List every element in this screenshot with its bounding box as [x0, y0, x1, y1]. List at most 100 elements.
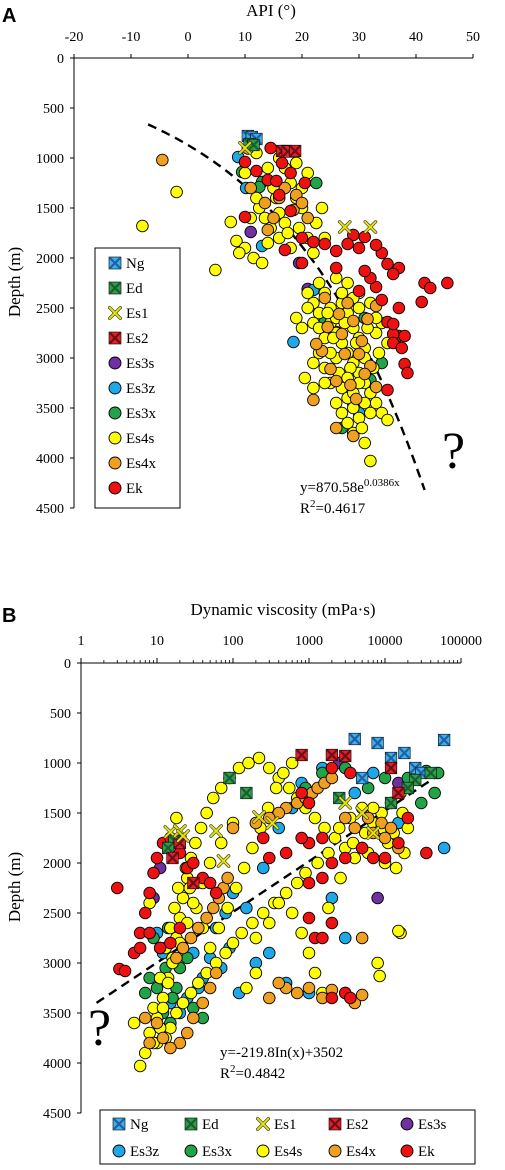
panel-b-point-es2 — [384, 761, 398, 775]
panel-a-point-es4s — [372, 346, 386, 360]
panel-b-x-axis-title: Dynamic viscosity (mPa·s) — [190, 600, 375, 619]
panel-b-question-mark: ? — [88, 1000, 111, 1057]
panel-b-point-ek — [295, 831, 308, 845]
panel-a-legend-marker-es4s — [108, 431, 122, 445]
panel-b-point-es4s — [192, 976, 205, 990]
panel-a-legend-entry: Es4s — [108, 431, 155, 447]
panel-b-y-tick-label: 0 — [64, 657, 71, 672]
panel-b-legend-entry: Es4s — [256, 1144, 303, 1160]
panel-b-legend-entry: Ed — [184, 1117, 219, 1133]
panel-b-point-ek — [153, 941, 167, 955]
panel-b-y-tick-label: 4500 — [43, 1107, 71, 1122]
panel-a-point-es4s — [335, 286, 349, 300]
panel-a-point-es4s — [341, 416, 354, 430]
panel-a-point-es4s — [136, 219, 149, 233]
panel-b-legend-label: Ed — [202, 1117, 219, 1133]
panel-b-legend-label: Es3s — [418, 1117, 447, 1133]
panel-b-point-es4s — [334, 871, 347, 885]
panel-b-fit-equation: y=-219.8In(x)+3502 — [220, 1045, 343, 1061]
panel-b-data-points — [111, 732, 451, 1073]
panel-b-point-es4x — [302, 981, 316, 995]
panel-b-point-es4x — [272, 976, 286, 990]
panel-b-point-es4s — [283, 781, 296, 795]
panel-b-point-ek — [118, 964, 132, 978]
panel-b-point-es4s — [189, 836, 202, 850]
panel-b-legend: Ng Ed Es1 Es2 Es3s Es3z Es3x Es4s Es4x Ek — [99, 1109, 476, 1165]
panel-a-legend-entry: Es3z — [108, 381, 156, 397]
panel-a-point-es3s — [244, 225, 257, 239]
panel-a-point-es4s — [255, 256, 269, 270]
panel-a-legend-label: Ek — [126, 481, 143, 497]
panel-a-point-ek — [329, 261, 343, 275]
panel-a-x-tick-labels: -20 -10 0 10 20 30 40 50 — [65, 30, 480, 45]
panel-b-point-es4s — [200, 806, 213, 820]
panel-a-point-ek — [441, 276, 454, 290]
panel-b-axes — [77, 658, 462, 1114]
panel-b-point-ek — [366, 851, 380, 865]
panel-b-y-tick-label: 2000 — [43, 857, 71, 872]
panel-b-legend-label: Es4x — [346, 1144, 377, 1160]
panel-a-point-es3x — [310, 176, 323, 190]
panel-b-x-tick-label: 1000 — [295, 634, 323, 649]
panel-a-y-axis-title: Depth (m) — [5, 247, 24, 317]
panel-a-point-es4s — [318, 376, 332, 390]
panel-b-point-es4x — [180, 1026, 194, 1040]
panel-a-x-tick-label: 10 — [238, 30, 252, 45]
panel-b-point-es4s — [176, 996, 190, 1010]
panel-b-point-es2 — [392, 786, 405, 800]
panel-a-y-tick-label: 500 — [43, 102, 64, 117]
panel-b-point-es4s — [237, 861, 251, 875]
panel-b-point-ed — [384, 796, 398, 810]
panel-b-point-es3x — [143, 971, 156, 985]
panel-b-point-ek — [420, 846, 433, 860]
panel-b-point-es4s — [263, 916, 276, 930]
panel-b-legend-marker-es4x — [328, 1144, 342, 1158]
panel-b-point-es2 — [295, 748, 308, 762]
panel-b-point-ek — [173, 921, 187, 935]
panel-b-y-tick-label: 1000 — [43, 757, 71, 772]
panel-b-y-tick-label: 3500 — [43, 1007, 71, 1022]
panel-b-point-es4x — [221, 871, 234, 885]
panel-a-point-es4s — [281, 226, 295, 240]
panel-b-point-es4s — [246, 916, 259, 930]
panel-b-point-ek — [111, 881, 124, 895]
panel-a-point-es4s — [364, 406, 377, 420]
panel-a-point-ek — [369, 238, 383, 252]
panel-b-point-ek — [143, 926, 156, 940]
panel-b-point-ng — [356, 771, 369, 785]
panel-a-x-tick-label: 50 — [466, 30, 480, 45]
panel-a-y-tick-label: 4000 — [36, 452, 64, 467]
panel-a-point-es2 — [289, 144, 302, 158]
panel-a-point-es4s — [307, 246, 320, 260]
panel-a-point-es4s — [312, 276, 326, 290]
panel-b-point-es4x — [196, 996, 210, 1010]
panel-b-point-ek — [138, 906, 152, 920]
panel-b-point-ek — [263, 851, 276, 865]
panel-b-point-es1 — [355, 806, 369, 820]
panel-a-point-es1 — [337, 220, 352, 234]
panel-b-x-tick-labels: 1 10 100 1000 10000 100000 — [78, 634, 483, 649]
panel-a-legend-marker-ng — [108, 256, 122, 270]
panel-b-point-ek — [203, 876, 217, 890]
panel-a-legend-label: Es2 — [126, 331, 149, 347]
panel-a-x-axis-title: API (°) — [246, 1, 296, 20]
panel-b-point-es4s — [168, 901, 181, 915]
panel-a-point-es4x — [332, 307, 346, 321]
panel-b-point-es1 — [366, 826, 381, 840]
panel-b-point-es1 — [209, 824, 223, 838]
panel-b-point-es2 — [187, 876, 200, 890]
panel-a-point-es4x — [244, 181, 257, 195]
panel-b-point-es4s — [277, 766, 290, 780]
panel-b-y-tick-label: 500 — [50, 707, 71, 722]
panel-b-point-es4s — [249, 966, 263, 980]
panel-b-point-es3z — [437, 841, 451, 855]
panel-a-point-es4x — [329, 374, 343, 388]
panel-b-point-ek — [209, 886, 223, 900]
panel-b-legend-entry: Es4x — [328, 1144, 377, 1160]
panel-b-point-es1 — [216, 854, 231, 868]
panel-b-point-es4s — [389, 861, 403, 875]
panel-a-point-es4s — [290, 156, 303, 170]
panel-a-point-ek — [386, 317, 400, 331]
panel-b-point-ek — [344, 991, 357, 1005]
panel-b-point-ed — [240, 786, 253, 800]
